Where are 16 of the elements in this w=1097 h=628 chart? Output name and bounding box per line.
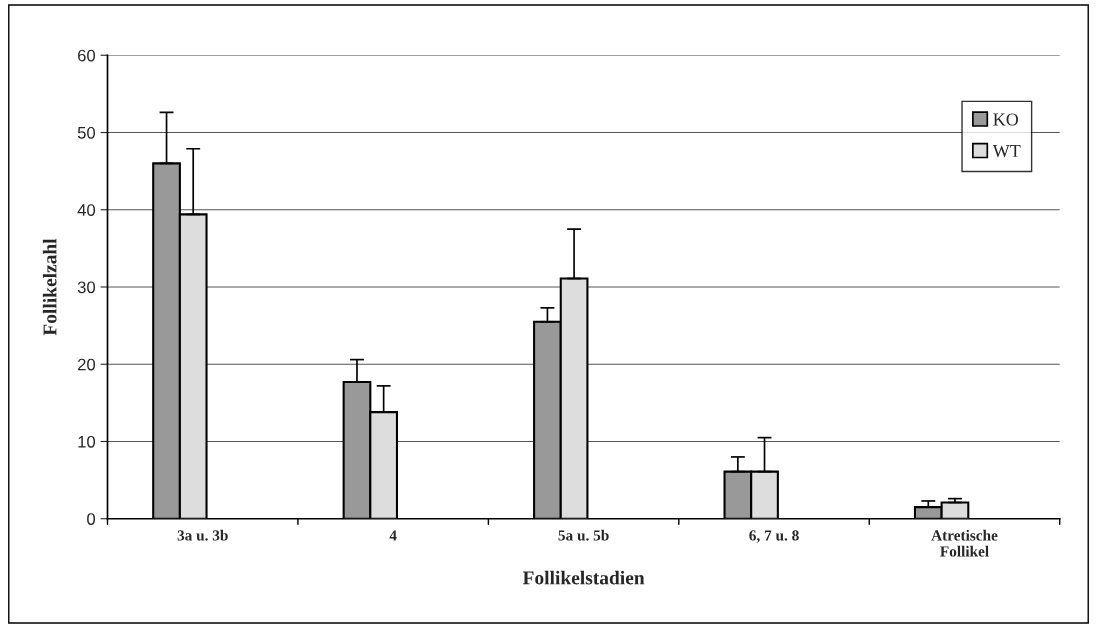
x-tick-label: 6, 7 u. 8 <box>749 530 799 543</box>
y-tick-label: 30 <box>77 281 96 294</box>
y-tick-label: 20 <box>78 358 96 371</box>
x-axis-title: Follikelstadien <box>522 570 645 585</box>
y-axis-title: Follikelzahl <box>42 238 57 336</box>
x-tick-label: 4 <box>389 530 397 541</box>
y-tick-label: 40 <box>77 204 96 216</box>
y-tick-label: 50 <box>77 126 96 139</box>
x-tick-label: Atretische Follikel <box>931 529 998 557</box>
y-tick-label: 10 <box>78 435 96 448</box>
x-tick-label: 5a u. 5b <box>558 529 609 541</box>
y-tick-label: 60 <box>78 49 96 62</box>
legend-label: WT <box>992 145 1021 158</box>
x-tick-label: 3a u. 3b <box>177 529 228 541</box>
legend-label: KO <box>993 113 1019 126</box>
y-tick-label: 0 <box>87 513 96 525</box>
